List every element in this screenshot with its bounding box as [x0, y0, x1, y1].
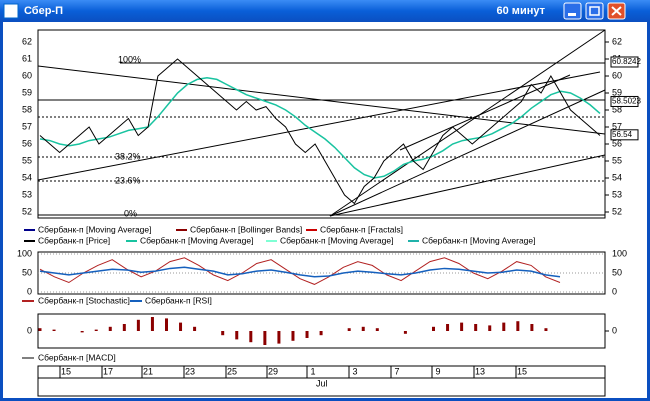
legend-entry: Сбербанк-п [Moving Average]	[140, 235, 254, 245]
y-tick-label: 55	[22, 155, 32, 165]
x-tick-label: 25	[227, 366, 237, 376]
y-tick-label: 59	[612, 87, 622, 97]
minimize-button[interactable]	[563, 2, 582, 20]
price-level-box	[610, 95, 639, 107]
x-tick-label: 29	[268, 366, 278, 376]
y-tick-label: 100	[17, 248, 32, 258]
y-tick-label: 50	[612, 267, 622, 277]
fib-label: 38.2%	[115, 151, 141, 161]
legend-entry: Сбербанк-п [Fractals]	[320, 224, 403, 234]
fib-label: 23.6%	[115, 175, 141, 185]
y-tick-label: 55	[612, 155, 622, 165]
x-tick-label: 15	[517, 366, 527, 376]
close-icon	[611, 6, 622, 16]
y-tick-label: 57	[612, 121, 622, 131]
x-tick-label: 13	[475, 366, 485, 376]
x-tick-label: 1	[310, 366, 315, 376]
legend-entry: Сбербанк-п [Price]	[38, 235, 110, 245]
y-tick-label: 59	[22, 87, 32, 97]
y-tick-label: 52	[22, 206, 32, 216]
legend-entry: Сбербанк-п [MACD]	[38, 352, 116, 362]
y-tick-label: 50	[22, 267, 32, 277]
x-tick-label: 7	[394, 366, 399, 376]
moving-average-line	[39, 76, 601, 179]
fib-lines	[38, 62, 605, 216]
x-tick-label: 23	[185, 366, 195, 376]
y-tick-label: 62	[612, 36, 622, 46]
y-tick-label: 0	[612, 286, 617, 296]
y-tick-label: 100	[612, 248, 627, 258]
x-tick-label: 3	[352, 366, 357, 376]
price-line	[39, 58, 601, 205]
y-tick-label: 58	[612, 104, 622, 114]
y-tick-label: 60	[612, 70, 622, 80]
legend-entry: Сбербанк-п [Moving Average]	[422, 235, 536, 245]
price-level-box	[610, 56, 639, 68]
x-tick-label: 21	[143, 366, 153, 376]
chart-area	[3, 22, 647, 398]
fib-label: 100%	[118, 54, 141, 64]
y-tick-label: 52	[612, 206, 622, 216]
maximize-icon	[589, 6, 600, 16]
price-level-box	[610, 129, 639, 141]
legend-entry: Сбербанк-п [RSI]	[145, 295, 212, 305]
title-bar	[0, 0, 650, 22]
y-tick-label: 60	[22, 70, 32, 80]
y-tick-label: 54	[22, 172, 32, 182]
y-tick-label: 0	[612, 325, 617, 335]
legend-entry: Сбербанк-п [Stochastic]	[38, 295, 130, 305]
app-icon	[3, 3, 19, 19]
legend-entry: Сбербанк-п [Moving Average]	[38, 224, 152, 234]
y-tick-label: 53	[22, 189, 32, 199]
maximize-button[interactable]	[585, 2, 604, 20]
y-tick-label: 0	[27, 325, 32, 335]
rsi-line	[39, 266, 561, 278]
price-level-label: 58.5023	[612, 97, 641, 106]
stochastic-line	[39, 257, 561, 285]
legend-entry: Сбербанк-п [Moving Average]	[280, 235, 394, 245]
y-tick-label: 0	[27, 286, 32, 296]
legend-entry: Сбербанк-п [Bollinger Bands]	[190, 224, 302, 234]
month-label: Jul	[316, 378, 328, 388]
x-tick-label: 17	[103, 366, 113, 376]
y-tick-label: 53	[612, 189, 622, 199]
timeframe: 60 минут	[497, 5, 546, 17]
y-tick-label: 58	[22, 104, 32, 114]
fib-label: 0%	[124, 208, 137, 218]
price-level-label: 60.8242	[612, 57, 641, 66]
y-tick-label: 56	[22, 138, 32, 148]
y-tick-label: 56	[612, 138, 622, 148]
price-level-label: 56.54	[612, 130, 633, 139]
y-tick-label: 61	[22, 53, 32, 63]
minimize-icon	[568, 13, 576, 16]
y-tick-label: 54	[612, 172, 622, 182]
window-title: Сбер-П	[24, 5, 63, 17]
price-plot	[37, 29, 606, 219]
time-axis	[37, 365, 606, 397]
y-tick-label: 57	[22, 121, 32, 131]
x-tick-label: 9	[435, 366, 440, 376]
x-tick-label: 15	[61, 366, 71, 376]
y-tick-label: 62	[22, 36, 32, 46]
